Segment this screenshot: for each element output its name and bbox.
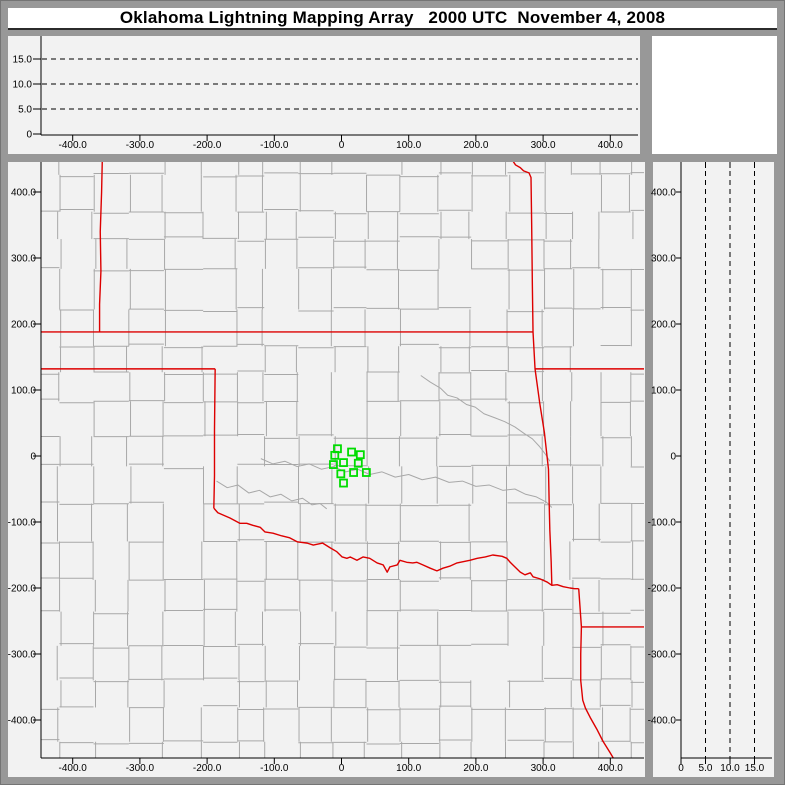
lma-station-square xyxy=(347,447,356,457)
tick-label: -300.0 xyxy=(8,650,37,661)
lma-station-square xyxy=(339,458,348,468)
lma-station-square xyxy=(339,478,348,488)
canadian-river-line xyxy=(260,458,553,508)
tick-label: 300.0 xyxy=(531,763,556,774)
tick-label: 100.0 xyxy=(11,386,36,397)
tick-label: 300.0 xyxy=(531,140,556,151)
tick-label: 100.0 xyxy=(396,763,421,774)
tick-label: -200.0 xyxy=(193,140,222,151)
tick-label: 15.0 xyxy=(13,55,33,66)
tick-label: -200.0 xyxy=(193,763,222,774)
tick-label: -400.0 xyxy=(8,716,37,727)
tick-label: 0 xyxy=(339,140,345,151)
tick-label: 5.0 xyxy=(18,105,32,116)
lma-station-square xyxy=(353,458,363,468)
tick-label: -100.0 xyxy=(648,518,677,529)
plan-view-panel-bg[interactable] xyxy=(8,162,645,777)
eastern-state-border xyxy=(512,162,553,586)
tick-label: -300.0 xyxy=(648,650,677,661)
lma-station-square xyxy=(329,460,338,469)
red-river-border xyxy=(213,507,579,590)
tick-label: 0 xyxy=(26,130,32,141)
tick-label: 0 xyxy=(678,763,684,774)
lma-station-square xyxy=(355,450,365,460)
tick-label: 400.0 xyxy=(11,188,36,199)
lma-station-square xyxy=(336,469,346,479)
tick-label: 200.0 xyxy=(463,140,488,151)
map-layers xyxy=(41,162,644,758)
tick-label: 100.0 xyxy=(396,140,421,151)
lma-station-square xyxy=(330,450,340,460)
tick-label: -400.0 xyxy=(59,763,88,774)
100th-meridian-border xyxy=(213,368,216,509)
altitude-histogram-panel[interactable] xyxy=(652,36,777,154)
kansas-colorado-border xyxy=(98,162,103,332)
tick-label: -200.0 xyxy=(8,584,37,595)
title-bar: Oklahoma Lightning Mapping Array 2000 UT… xyxy=(8,8,777,30)
tick-label: 400.0 xyxy=(598,140,623,151)
tick-label: 15.0 xyxy=(745,763,765,774)
tick-label: -300.0 xyxy=(126,140,155,151)
tick-label: -300.0 xyxy=(126,763,155,774)
ew-altitude-panel-bg[interactable] xyxy=(8,36,640,154)
tick-label: 400.0 xyxy=(651,188,676,199)
tick-label: 10.0 xyxy=(720,763,740,774)
lma-station-square xyxy=(361,468,371,477)
lma-station-square xyxy=(349,468,358,477)
tick-label: 0 xyxy=(30,452,36,463)
tick-label: 200.0 xyxy=(463,763,488,774)
tick-label: 200.0 xyxy=(651,320,676,331)
tick-label: -100.0 xyxy=(260,140,289,151)
tick-label: 300.0 xyxy=(11,254,36,265)
tick-label: -400.0 xyxy=(648,716,677,727)
tick-label: 10.0 xyxy=(13,80,33,91)
washita-river-line xyxy=(216,480,328,510)
tick-label: -200.0 xyxy=(648,584,677,595)
arkansas-river-line xyxy=(420,375,551,462)
tick-label: -100.0 xyxy=(260,763,289,774)
tick-label: 300.0 xyxy=(651,254,676,265)
ns-altitude-panel-bg[interactable] xyxy=(653,162,774,777)
window-title: Oklahoma Lightning Mapping Array 2000 UT… xyxy=(119,8,666,27)
tick-label: -400.0 xyxy=(59,140,88,151)
tick-label: 100.0 xyxy=(651,386,676,397)
tick-label: 5.0 xyxy=(699,763,713,774)
tick-label: 400.0 xyxy=(598,763,623,774)
tick-label: 200.0 xyxy=(11,320,36,331)
texas-arkansas-border xyxy=(578,588,615,758)
tick-label: 0 xyxy=(670,452,676,463)
tick-label: -100.0 xyxy=(8,518,37,529)
tick-label: 0 xyxy=(339,763,345,774)
